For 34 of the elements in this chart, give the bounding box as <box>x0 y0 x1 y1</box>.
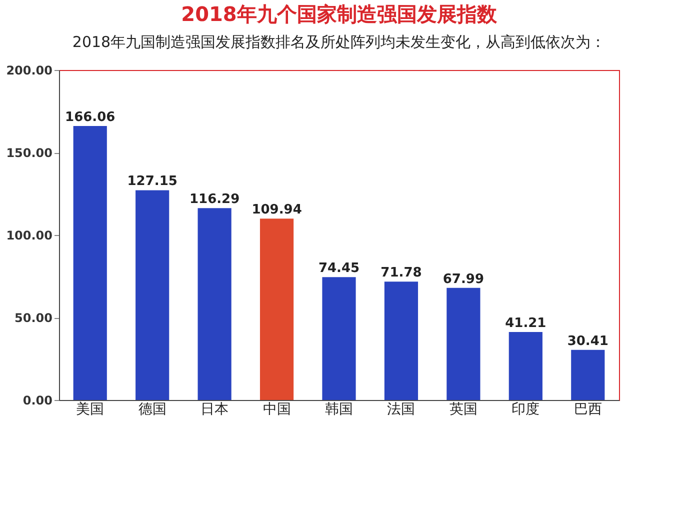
x-tick-label: 德国 <box>138 402 166 418</box>
bar <box>260 218 294 400</box>
data-label: 166.06 <box>65 110 116 125</box>
bar <box>136 190 170 400</box>
bar <box>508 332 542 400</box>
bar <box>446 288 480 400</box>
x-tick-label: 巴西 <box>574 402 602 418</box>
bar <box>384 282 418 400</box>
y-tick-label: 0.00 <box>22 394 52 408</box>
bar <box>571 350 605 400</box>
x-tick-label: 韩国 <box>325 402 353 418</box>
bar <box>198 208 232 400</box>
y-tick-label: 100.00 <box>6 228 52 242</box>
y-tick-label: 150.00 <box>6 146 52 160</box>
data-label: 74.45 <box>318 261 360 276</box>
chart-title: 2018年九个国家制造强国发展指数 <box>181 2 498 26</box>
x-tick-label: 印度 <box>512 402 540 418</box>
data-label: 109.94 <box>252 202 302 218</box>
data-label: 41.21 <box>505 316 546 332</box>
data-label: 30.41 <box>567 334 608 349</box>
x-tick-label: 日本 <box>200 402 229 418</box>
x-tick-label: 中国 <box>262 402 291 418</box>
y-tick-label: 200.00 <box>6 64 52 78</box>
x-tick-label: 美国 <box>76 402 104 418</box>
x-tick-label: 法国 <box>387 402 416 418</box>
chart-subtitle: 2018年九国制造强国发展指数排名及所处阵列均未发生变化，从高到低依次为： <box>72 33 606 51</box>
bar <box>322 277 356 400</box>
data-label: 116.29 <box>189 192 240 208</box>
bar <box>73 126 107 400</box>
data-label: 67.99 <box>442 272 484 287</box>
y-tick-label: 50.00 <box>14 311 52 325</box>
data-label: 127.15 <box>127 174 178 190</box>
x-tick-label: 英国 <box>449 402 478 418</box>
data-label: 71.78 <box>380 266 422 281</box>
